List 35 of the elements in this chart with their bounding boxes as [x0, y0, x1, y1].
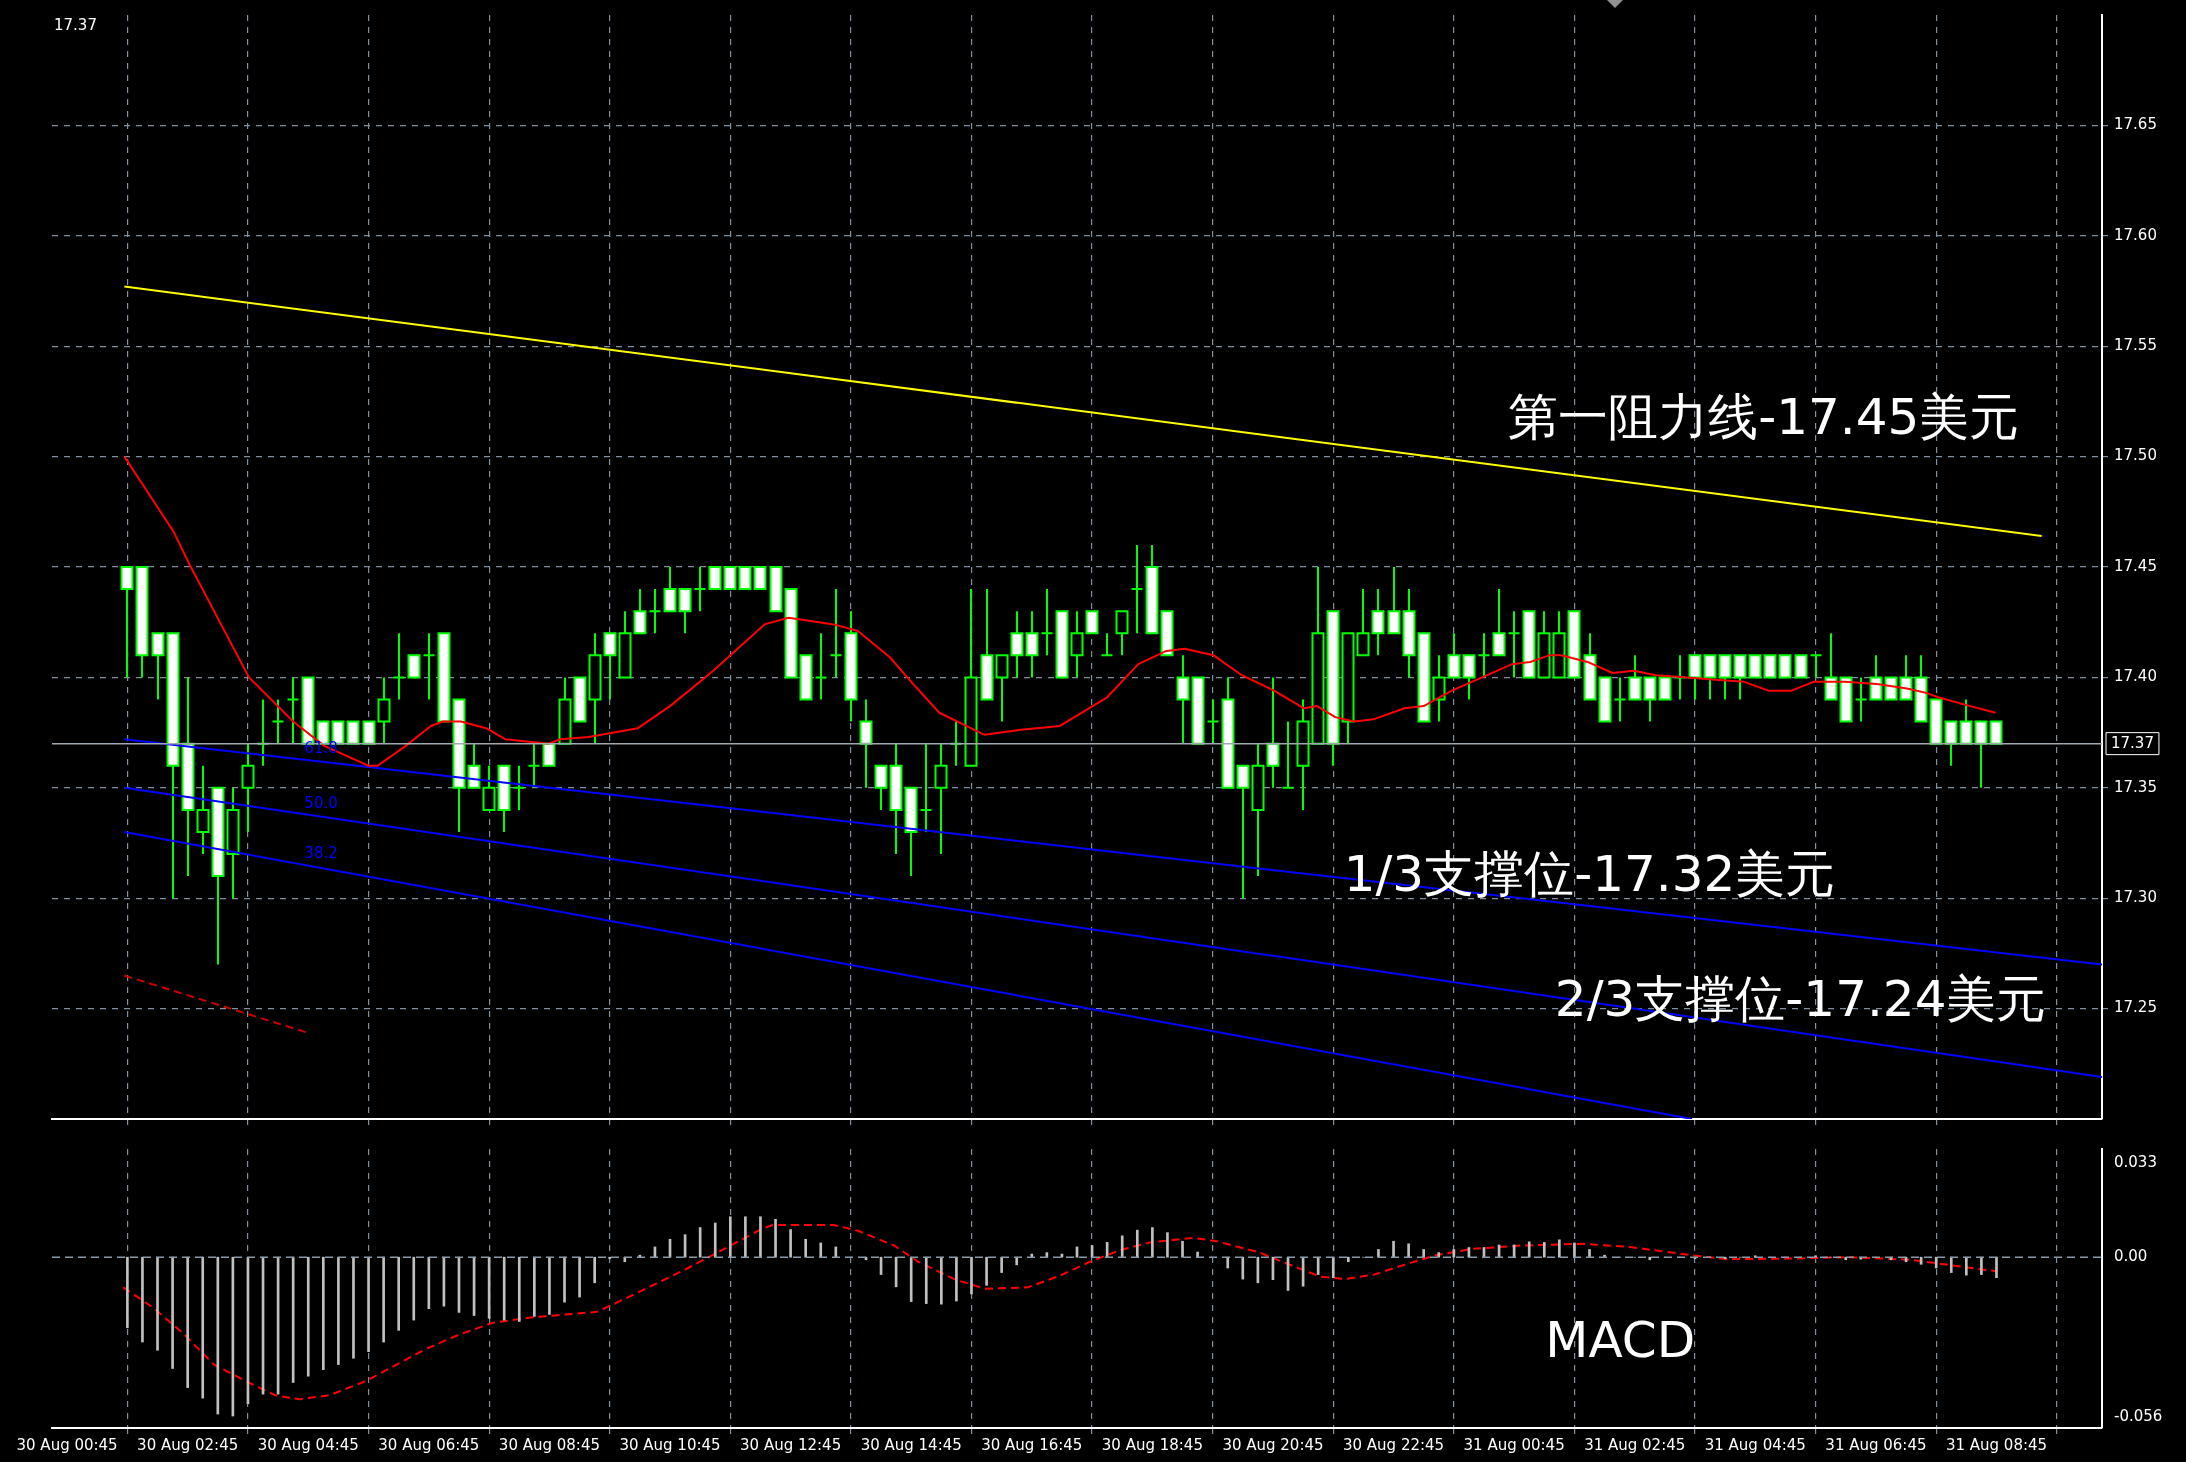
y-tick-label: 17.45: [2114, 556, 2157, 575]
y-tick-label: 17.60: [2114, 225, 2157, 244]
x-tick-label: 30 Aug 02:45: [137, 1435, 239, 1454]
series-label: 50.0: [304, 793, 338, 812]
series-label: 38.2: [304, 844, 338, 863]
x-tick-label: 30 Aug 18:45: [1101, 1435, 1203, 1454]
x-tick-label: 30 Aug 22:45: [1342, 1435, 1445, 1454]
x-tick-label: 30 Aug 14:45: [860, 1435, 962, 1454]
x-tick-label: 31 Aug 06:45: [1825, 1435, 1927, 1454]
x-tick-label: 30 Aug 16:45: [981, 1435, 1083, 1454]
y-tick-label: 17.40: [2114, 667, 2157, 686]
x-tick-label: 30 Aug 06:45: [378, 1435, 480, 1454]
x-tick-label: 31 Aug 02:45: [1584, 1435, 1686, 1454]
y-tick-label: 17.30: [2114, 888, 2157, 907]
y-tick-label: 17.65: [2114, 115, 2157, 134]
y-tick-label: 17.25: [2114, 998, 2157, 1017]
annotation: MACD: [1545, 1311, 1696, 1370]
x-tick-label: 30 Aug 20:45: [1222, 1435, 1324, 1454]
x-tick-label: 30 Aug 10:45: [619, 1435, 721, 1454]
y-tick-label: 17.55: [2114, 336, 2157, 355]
y-tick-label: 0.00: [2114, 1247, 2148, 1266]
x-tick-label: 31 Aug 08:45: [1945, 1435, 2048, 1454]
x-tick-label: 30 Aug 04:45: [257, 1435, 359, 1454]
x-tick-label: 30 Aug 08:45: [498, 1435, 600, 1454]
x-tick-label: 30 Aug 00:45: [16, 1435, 118, 1454]
y-tick-label: 17.50: [2114, 446, 2157, 465]
y-tick-label: 0.033: [2114, 1153, 2157, 1172]
x-tick-label: 31 Aug 04:45: [1704, 1435, 1806, 1454]
x-tick-label: 31 Aug 00:45: [1463, 1435, 1565, 1454]
series-label: 61.8: [304, 739, 338, 758]
y-tick-label: -0.056: [2114, 1406, 2163, 1425]
y-tick-label: 17.35: [2114, 777, 2157, 796]
annotation: 17.37: [54, 16, 97, 35]
x-tick-label: 30 Aug 12:45: [740, 1435, 842, 1454]
ref-line-label: 17.37: [2111, 733, 2154, 752]
